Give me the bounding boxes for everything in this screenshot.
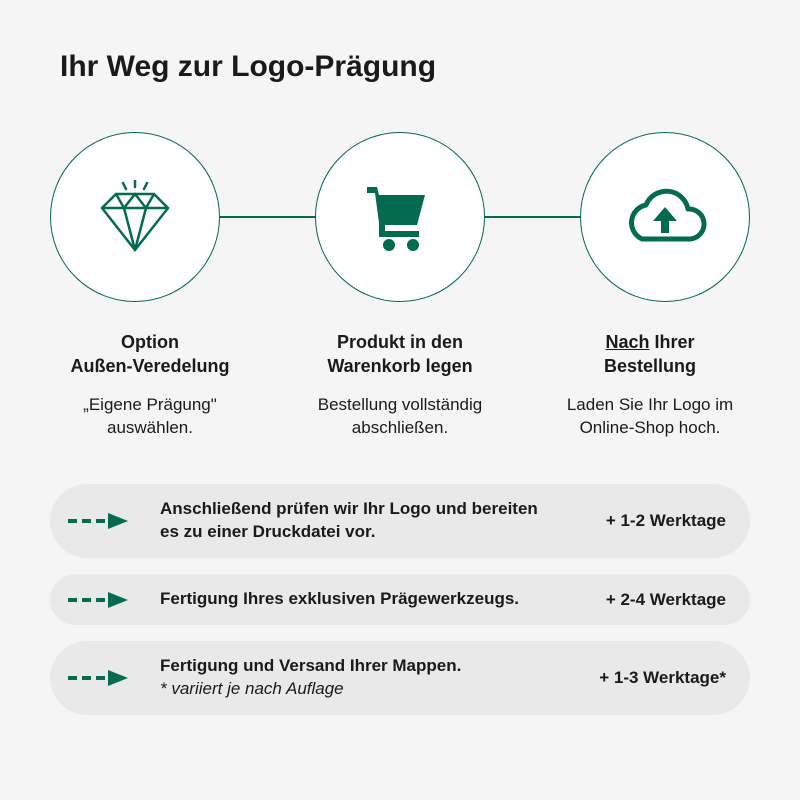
steps-row [50, 132, 750, 302]
cart-icon [363, 181, 437, 253]
timeline-3-duration: + 1-3 Werktage* [576, 668, 726, 688]
step-3-title: Nach Ihrer Bestellung [550, 330, 750, 379]
step-2-desc: Bestellung vollständig abschließen. [300, 393, 500, 441]
timeline-3-note: * variiert je nach Auflage [160, 679, 344, 698]
step-2-title: Produkt in den Warenkorb legen [300, 330, 500, 379]
dashed-arrow-icon [68, 511, 138, 531]
labels-row: Option Außen-Veredelung „Eigene Prägung"… [50, 330, 750, 440]
infographic-container: Ihr Weg zur Logo-Prägung [0, 0, 800, 761]
timeline-1-duration: + 1-2 Werktage [576, 511, 726, 531]
step-circle-3 [580, 132, 750, 302]
step-label-1: Option Außen-Veredelung „Eigene Prägung"… [50, 330, 250, 440]
dashed-arrow-icon [68, 668, 138, 688]
diamond-icon [96, 180, 174, 254]
timeline-1-text: Anschließend prüfen wir Ihr Logo und ber… [160, 498, 554, 544]
step-label-2: Produkt in den Warenkorb legen Bestellun… [300, 330, 500, 440]
timeline-3-text: Fertigung und Versand Ihrer Mappen. * va… [160, 655, 554, 701]
connector-2 [483, 216, 582, 218]
page-title: Ihr Weg zur Logo-Prägung [60, 50, 750, 84]
step-3-title-l2: Bestellung [604, 356, 696, 376]
step-circle-2 [315, 132, 485, 302]
step-label-3: Nach Ihrer Bestellung Laden Sie Ihr Logo… [550, 330, 750, 440]
step-1-title-l2: Außen-Veredelung [70, 356, 229, 376]
timeline-item-3: Fertigung und Versand Ihrer Mappen. * va… [50, 641, 750, 715]
connector-1 [218, 216, 317, 218]
step-1-title-l1: Option [121, 332, 179, 352]
step-1-desc: „Eigene Prägung" auswählen. [50, 393, 250, 441]
step-2-title-l1: Produkt in den [337, 332, 463, 352]
step-circle-1 [50, 132, 220, 302]
timeline-2-duration: + 2-4 Werktage [576, 590, 726, 610]
dashed-arrow-icon [68, 590, 138, 610]
step-3-title-l1: Nach [605, 332, 649, 352]
timeline-3-main: Fertigung und Versand Ihrer Mappen. [160, 656, 461, 675]
timeline-item-2: Fertigung Ihres exklusiven Prägewerkzeug… [50, 574, 750, 625]
step-3-desc: Laden Sie Ihr Logo im Online-Shop hoch. [550, 393, 750, 441]
step-3-title-l1s: Ihrer [649, 332, 694, 352]
timeline-item-1: Anschließend prüfen wir Ihr Logo und ber… [50, 484, 750, 558]
step-2-title-l2: Warenkorb legen [327, 356, 472, 376]
timeline-2-text: Fertigung Ihres exklusiven Prägewerkzeug… [160, 588, 554, 611]
cloud-upload-icon [622, 185, 708, 249]
step-1-title: Option Außen-Veredelung [50, 330, 250, 379]
